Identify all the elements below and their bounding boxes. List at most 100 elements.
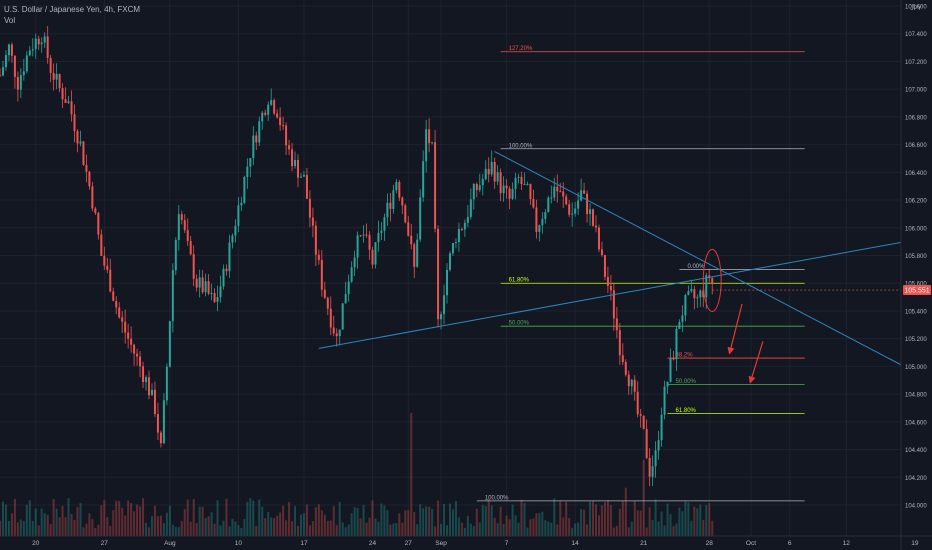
candle-body[interactable] — [225, 268, 228, 272]
candle-body[interactable] — [672, 358, 675, 360]
candle-body[interactable] — [380, 230, 383, 233]
candle-body[interactable] — [496, 172, 499, 182]
candle-body[interactable] — [323, 289, 326, 298]
candle-body[interactable] — [589, 209, 592, 215]
candle-body[interactable] — [538, 225, 541, 232]
candle-body[interactable] — [252, 135, 255, 159]
candle-body[interactable] — [37, 38, 40, 45]
candle-body[interactable] — [645, 428, 648, 458]
candle-body[interactable] — [109, 269, 112, 292]
candle-body[interactable] — [16, 76, 19, 90]
candle-body[interactable] — [630, 379, 633, 387]
candle-body[interactable] — [136, 353, 139, 357]
candle-body[interactable] — [410, 235, 413, 245]
candle-body[interactable] — [374, 242, 377, 265]
candle-body[interactable] — [326, 297, 329, 309]
candle-body[interactable] — [264, 112, 267, 115]
candle-body[interactable] — [454, 242, 457, 244]
candle-body[interactable] — [416, 239, 419, 267]
candle-body[interactable] — [690, 289, 693, 292]
candle-body[interactable] — [73, 114, 76, 132]
candle-body[interactable] — [195, 278, 198, 288]
candle-body[interactable] — [219, 286, 222, 298]
candle-body[interactable] — [338, 329, 341, 337]
candle-body[interactable] — [305, 174, 308, 199]
candle-body[interactable] — [234, 225, 237, 236]
candle-body[interactable] — [174, 240, 177, 271]
candle-body[interactable] — [240, 202, 243, 206]
candle-body[interactable] — [603, 255, 606, 277]
candle-body[interactable] — [460, 229, 463, 231]
candle-body[interactable] — [502, 185, 505, 194]
candle-body[interactable] — [118, 307, 121, 318]
volume-indicator-label[interactable]: Vol — [4, 16, 16, 25]
price-candles[interactable] — [0, 25, 714, 487]
highlight-ellipse[interactable] — [702, 248, 722, 312]
candle-body[interactable] — [267, 104, 270, 115]
candle-body[interactable] — [294, 159, 297, 167]
candle-body[interactable] — [463, 222, 466, 230]
candle-body[interactable] — [446, 269, 448, 296]
candle-body[interactable] — [1, 67, 4, 76]
candle-body[interactable] — [559, 191, 562, 193]
candle-body[interactable] — [443, 295, 446, 315]
candle-body[interactable] — [574, 208, 577, 214]
candle-body[interactable] — [276, 113, 279, 118]
candle-body[interactable] — [213, 293, 216, 302]
candle-body[interactable] — [192, 254, 195, 279]
candle-body[interactable] — [13, 55, 16, 77]
candle-body[interactable] — [314, 225, 317, 255]
symbol-title[interactable]: U.S. Dollar / Japanese Yen, 4h, FXCM — [4, 5, 141, 14]
candle-body[interactable] — [121, 317, 124, 322]
candle-body[interactable] — [40, 42, 43, 45]
candle-body[interactable] — [10, 44, 13, 56]
candle-body[interactable] — [347, 281, 350, 295]
candle-body[interactable] — [606, 276, 609, 286]
candle-body[interactable] — [222, 268, 225, 287]
candle-body[interactable] — [526, 183, 529, 185]
candle-body[interactable] — [31, 49, 34, 51]
candle-body[interactable] — [25, 55, 28, 72]
candle-body[interactable] — [562, 191, 565, 197]
candle-body[interactable] — [675, 328, 678, 360]
candle-body[interactable] — [669, 358, 672, 382]
candle-body[interactable] — [7, 44, 10, 56]
candle-body[interactable] — [681, 315, 684, 322]
candle-body[interactable] — [103, 255, 106, 266]
candle-body[interactable] — [702, 290, 705, 298]
candle-body[interactable] — [428, 129, 431, 144]
candle-body[interactable] — [70, 101, 73, 115]
candle-body[interactable] — [159, 432, 162, 444]
candle-body[interactable] — [124, 321, 127, 333]
candle-body[interactable] — [34, 38, 37, 50]
candle-body[interactable] — [61, 88, 64, 100]
candle-body[interactable] — [258, 121, 261, 143]
chart-legend[interactable]: U.S. Dollar / Japanese Yen, 4h, FXCM Vol — [4, 4, 140, 26]
candle-body[interactable] — [115, 300, 118, 308]
candle-body[interactable] — [365, 234, 368, 236]
candle-body[interactable] — [532, 199, 535, 208]
candle-body[interactable] — [511, 189, 514, 199]
candle-body[interactable] — [150, 389, 153, 396]
candle-body[interactable] — [186, 230, 189, 242]
candle-body[interactable] — [481, 179, 484, 186]
candle-body[interactable] — [64, 99, 67, 103]
candle-body[interactable] — [356, 235, 359, 258]
candle-body[interactable] — [693, 289, 696, 299]
candle-body[interactable] — [171, 270, 174, 322]
time-axis-panel[interactable] — [0, 536, 932, 550]
candle-body[interactable] — [487, 168, 490, 175]
candle-body[interactable] — [475, 183, 478, 191]
candle-body[interactable] — [520, 176, 523, 185]
candle-body[interactable] — [550, 197, 553, 199]
candle-body[interactable] — [291, 149, 294, 167]
candle-body[interactable] — [383, 217, 386, 231]
candle-body[interactable] — [407, 222, 410, 236]
candle-body[interactable] — [207, 281, 210, 294]
candle-body[interactable] — [371, 249, 374, 265]
candle-body[interactable] — [699, 290, 702, 298]
candle-body[interactable] — [350, 267, 353, 282]
candle-body[interactable] — [493, 161, 496, 182]
candle-body[interactable] — [484, 168, 487, 180]
candle-body[interactable] — [624, 362, 627, 375]
